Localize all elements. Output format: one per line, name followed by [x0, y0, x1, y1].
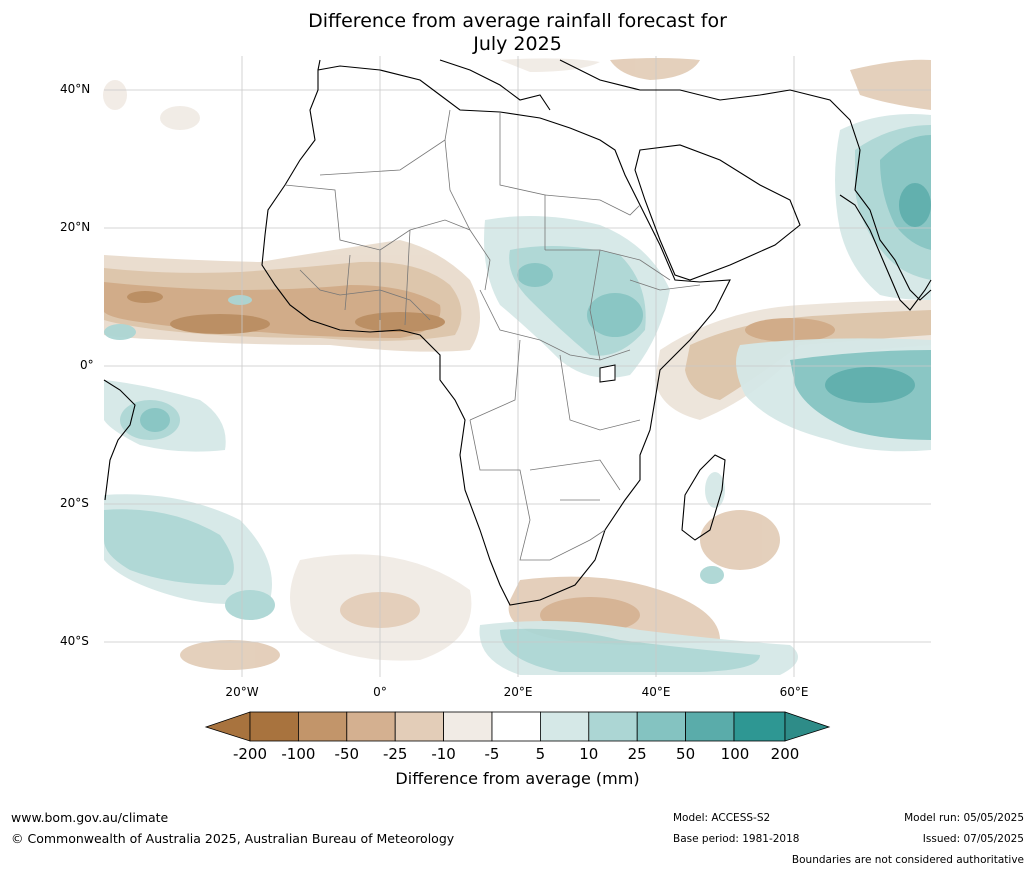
wet-far-west-patch [104, 324, 136, 340]
wet-south-atlantic-mid [104, 509, 234, 585]
wet-chad-patch [517, 263, 553, 287]
dry-core-gulf-guinea [355, 312, 445, 332]
colorbar-tick-label: 200 [770, 745, 800, 763]
colorbar-title: Difference from average (mm) [395, 769, 640, 788]
colorbar-tick-label: -10 [431, 745, 456, 763]
colorbar-bin-3 [346, 711, 396, 742]
colorbar-tick-label: 50 [676, 745, 696, 763]
dry-core-indian [745, 318, 835, 342]
coastlines [103, 59, 932, 606]
title-line-2: July 2025 [473, 33, 562, 55]
dry-middle-east-patch [850, 59, 931, 110]
lon-label-60e: 60°E [779, 685, 809, 699]
wet-central-africa-inner [587, 293, 643, 337]
colorbar-tick-label: -5 [484, 745, 500, 763]
colorbar-extend-low [204, 711, 251, 742]
colorbar-bin-10 [685, 711, 735, 742]
dry-core-atlantic [170, 314, 270, 334]
wet-india-core [899, 183, 931, 227]
footer-copyright: © Commonwealth of Australia 2025, Austra… [11, 831, 455, 846]
colorbar-bin-6 [491, 711, 541, 742]
footer-issued: Issued: 07/05/2025 [922, 833, 1024, 845]
africa-coastline [261, 65, 731, 606]
wet-small-atlantic-patch [228, 295, 252, 305]
dry-south-indian-patch [700, 510, 780, 570]
colorbar-tick-label: -25 [382, 745, 408, 763]
colorbar-tick-label: 25 [627, 745, 647, 763]
colorbar-bin-2 [297, 711, 348, 742]
colorbar-bin-11 [733, 711, 786, 742]
colorbar-tick-label: -100 [281, 745, 316, 763]
wet-madagascar-south-patch [700, 566, 724, 584]
dry-atlantic-north-patch [103, 80, 127, 110]
colorbar-extend-high [784, 711, 831, 742]
wet-southern-ocean-mid [500, 628, 760, 672]
lon-label-0: 0° [373, 685, 387, 699]
wet-gulf-guinea-core [140, 408, 170, 432]
wet-south-atlantic-patch [225, 590, 275, 620]
wet-madagascar-patch [705, 472, 725, 508]
south-america-coastline [103, 379, 136, 501]
lat-label-40n: 40°N [60, 82, 91, 96]
title-line-1: Difference from average rainfall forecas… [308, 10, 727, 32]
map-area [103, 56, 932, 677]
country-borders [284, 109, 701, 561]
colorbar-bin-4 [394, 711, 445, 742]
colorbar-tick-label: 10 [579, 745, 599, 763]
lat-label-0: 0° [80, 358, 94, 372]
dry-core-senegal [127, 291, 163, 303]
colorbar [204, 711, 831, 742]
lake-victoria [599, 364, 616, 383]
india-coastline [839, 194, 932, 311]
map-title: Difference from average rainfall forecas… [0, 10, 1035, 56]
dry-atlantic-north-patch-2 [160, 106, 200, 130]
wet-equatorial-indian-core [825, 367, 915, 403]
footer-disclaimer: Boundaries are not considered authoritat… [791, 854, 1024, 866]
footer-model: Model: ACCESS-S2 [673, 812, 771, 824]
arabia-coastline [634, 144, 801, 281]
lon-label-20w: 20°W [225, 685, 259, 699]
colorbar-tick-label: 100 [720, 745, 750, 763]
dry-far-south-patch [180, 640, 280, 670]
lon-label-20e: 20°E [503, 685, 533, 699]
lat-label-20s: 20°S [60, 496, 89, 510]
colorbar-bin-1 [249, 711, 299, 742]
colorbar-bin-9 [636, 711, 687, 742]
madagascar-coastline [681, 454, 726, 541]
footer-base-period: Base period: 1981-2018 [673, 833, 800, 845]
gridlines [104, 56, 931, 677]
colorbar-tick-label: -50 [334, 745, 360, 763]
lat-label-20n: 20°N [60, 220, 91, 234]
colorbar-bin-8 [588, 711, 638, 742]
europe-coastline [317, 59, 932, 301]
dry-balkans-patch [500, 58, 600, 72]
dry-black-sea-patch [610, 58, 700, 80]
footer-model-run: Model run: 05/05/2025 [904, 812, 1024, 824]
colorbar-tick-label: 5 [535, 745, 546, 763]
colorbar-bin-7 [540, 711, 590, 742]
lon-label-40e: 40°E [641, 685, 671, 699]
colorbar-bin-5 [443, 711, 493, 742]
lat-label-40s: 40°S [60, 634, 89, 648]
footer-website: www.bom.gov.au/climate [11, 810, 169, 825]
colorbar-tick-label: -200 [232, 745, 268, 763]
